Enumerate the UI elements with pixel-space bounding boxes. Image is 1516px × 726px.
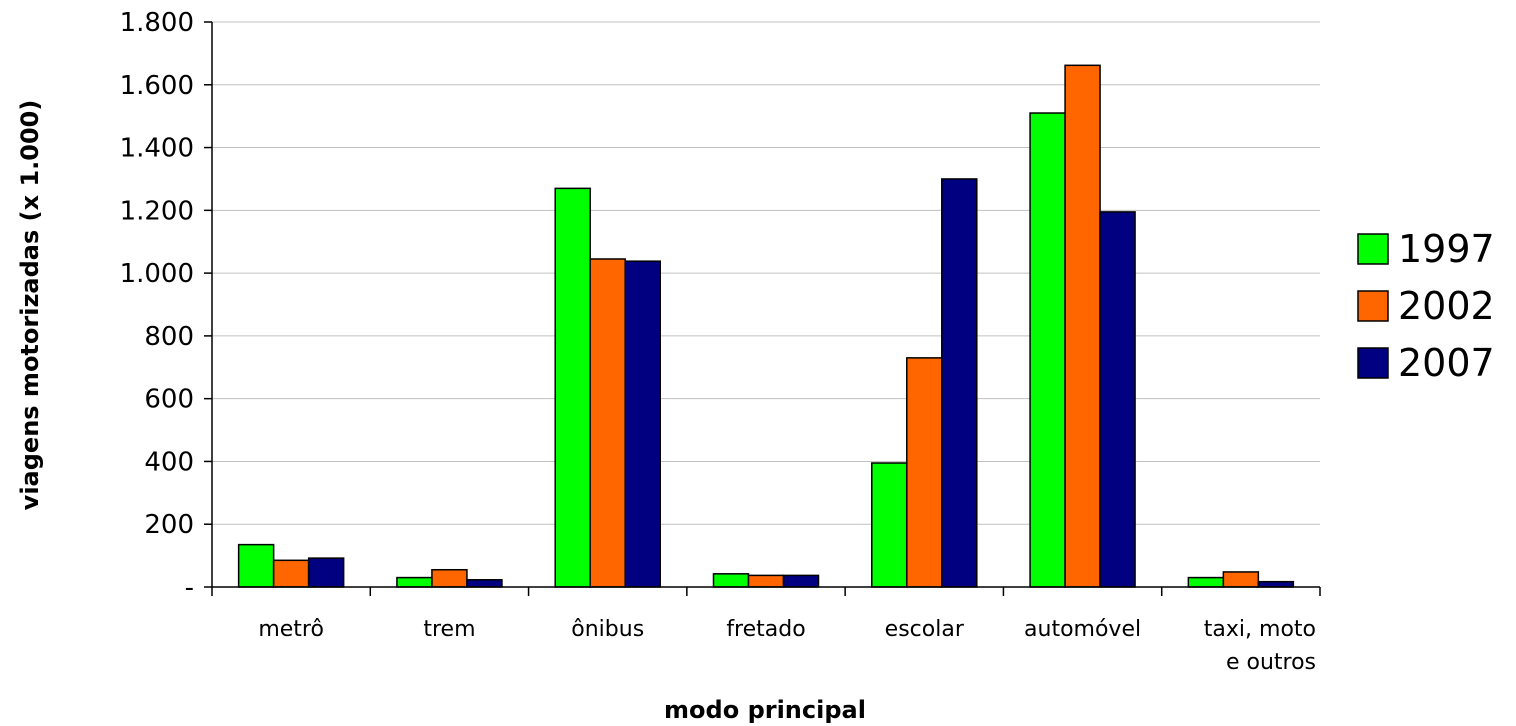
y-tick-label: 800 — [144, 322, 194, 352]
bar-2007-0 — [307, 557, 345, 588]
legend-label-2002: 2002 — [1398, 284, 1495, 328]
x-tick-label: trem — [423, 617, 475, 642]
legend-swatch-1997 — [1357, 233, 1389, 265]
bar-2007-1 — [466, 579, 503, 588]
gridlines — [212, 21, 1320, 525]
legend-label-1997: 1997 — [1398, 227, 1495, 271]
legend: 1997 2002 2007 — [1357, 227, 1495, 385]
bar-2002-5 — [1064, 64, 1101, 588]
bar-1997-1 — [396, 576, 433, 588]
y-tick-label: - — [185, 573, 194, 603]
bar-2007-5 — [1099, 211, 1136, 588]
y-tick-label: 1.400 — [120, 134, 194, 164]
x-tick-label: fretado — [726, 617, 805, 642]
bars — [237, 64, 1295, 588]
x-tick-label: metrô — [258, 617, 324, 642]
y-tick-labels: - 200 400 600 800 1.000 1.200 1.400 1.600 1.800 — [120, 8, 194, 603]
x-tick-label: automóvel — [1024, 617, 1141, 642]
bar-1997-2 — [554, 187, 591, 588]
x-tick-label: escolar — [885, 617, 965, 642]
bar-1997-5 — [1029, 112, 1066, 588]
x-tick-labels: metrô trem ônibus fretado escolar automóvel ta… — [258, 617, 1316, 675]
y-tick-label: 600 — [144, 385, 194, 415]
x-tick-label: ônibus — [571, 617, 644, 642]
bar-2002-6 — [1222, 571, 1260, 588]
y-tick-label: 400 — [144, 447, 194, 477]
y-tick-label: 1.000 — [120, 259, 194, 289]
bar-2007-3 — [782, 574, 820, 588]
bar-2007-6 — [1257, 580, 1295, 588]
bar-1997-4 — [871, 462, 908, 588]
axes — [204, 21, 1321, 596]
y-axis-title: viagens motorizadas (x 1.000) — [16, 100, 44, 511]
bar-2002-1 — [431, 568, 468, 588]
y-tick-label: 1.600 — [120, 71, 194, 101]
bar-1997-6 — [1187, 576, 1225, 588]
bar-1997-0 — [237, 543, 275, 588]
y-tick-label: 1.200 — [120, 196, 194, 226]
bar-1997-3 — [712, 573, 750, 588]
legend-swatch-2002 — [1357, 290, 1389, 322]
legend-label-2007: 2007 — [1398, 341, 1495, 385]
bar-2002-2 — [589, 258, 626, 588]
y-tick-label: 200 — [144, 510, 194, 540]
x-tick-label: e outros — [1226, 650, 1316, 675]
y-tick-label: 1.800 — [120, 8, 194, 38]
bar-2002-3 — [747, 574, 785, 588]
x-axis-title: modo principal — [664, 696, 866, 724]
bar-2007-2 — [624, 260, 661, 588]
x-tick-label: taxi, moto — [1204, 617, 1316, 642]
bar-2002-0 — [272, 559, 310, 588]
legend-swatch-2007 — [1357, 347, 1389, 379]
bar-2007-4 — [941, 178, 978, 588]
bar-2002-4 — [906, 357, 943, 588]
